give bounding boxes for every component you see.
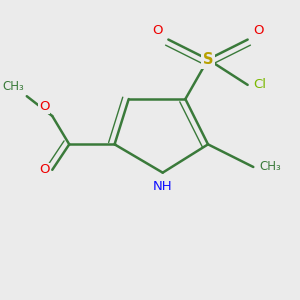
Text: O: O xyxy=(39,100,50,113)
Text: CH₃: CH₃ xyxy=(259,160,281,173)
Text: CH₃: CH₃ xyxy=(2,80,24,93)
Text: Cl: Cl xyxy=(253,78,266,92)
Text: O: O xyxy=(152,24,163,37)
Text: NH: NH xyxy=(153,180,172,193)
Text: O: O xyxy=(39,163,50,176)
Text: O: O xyxy=(253,24,264,37)
Text: S: S xyxy=(203,52,213,67)
